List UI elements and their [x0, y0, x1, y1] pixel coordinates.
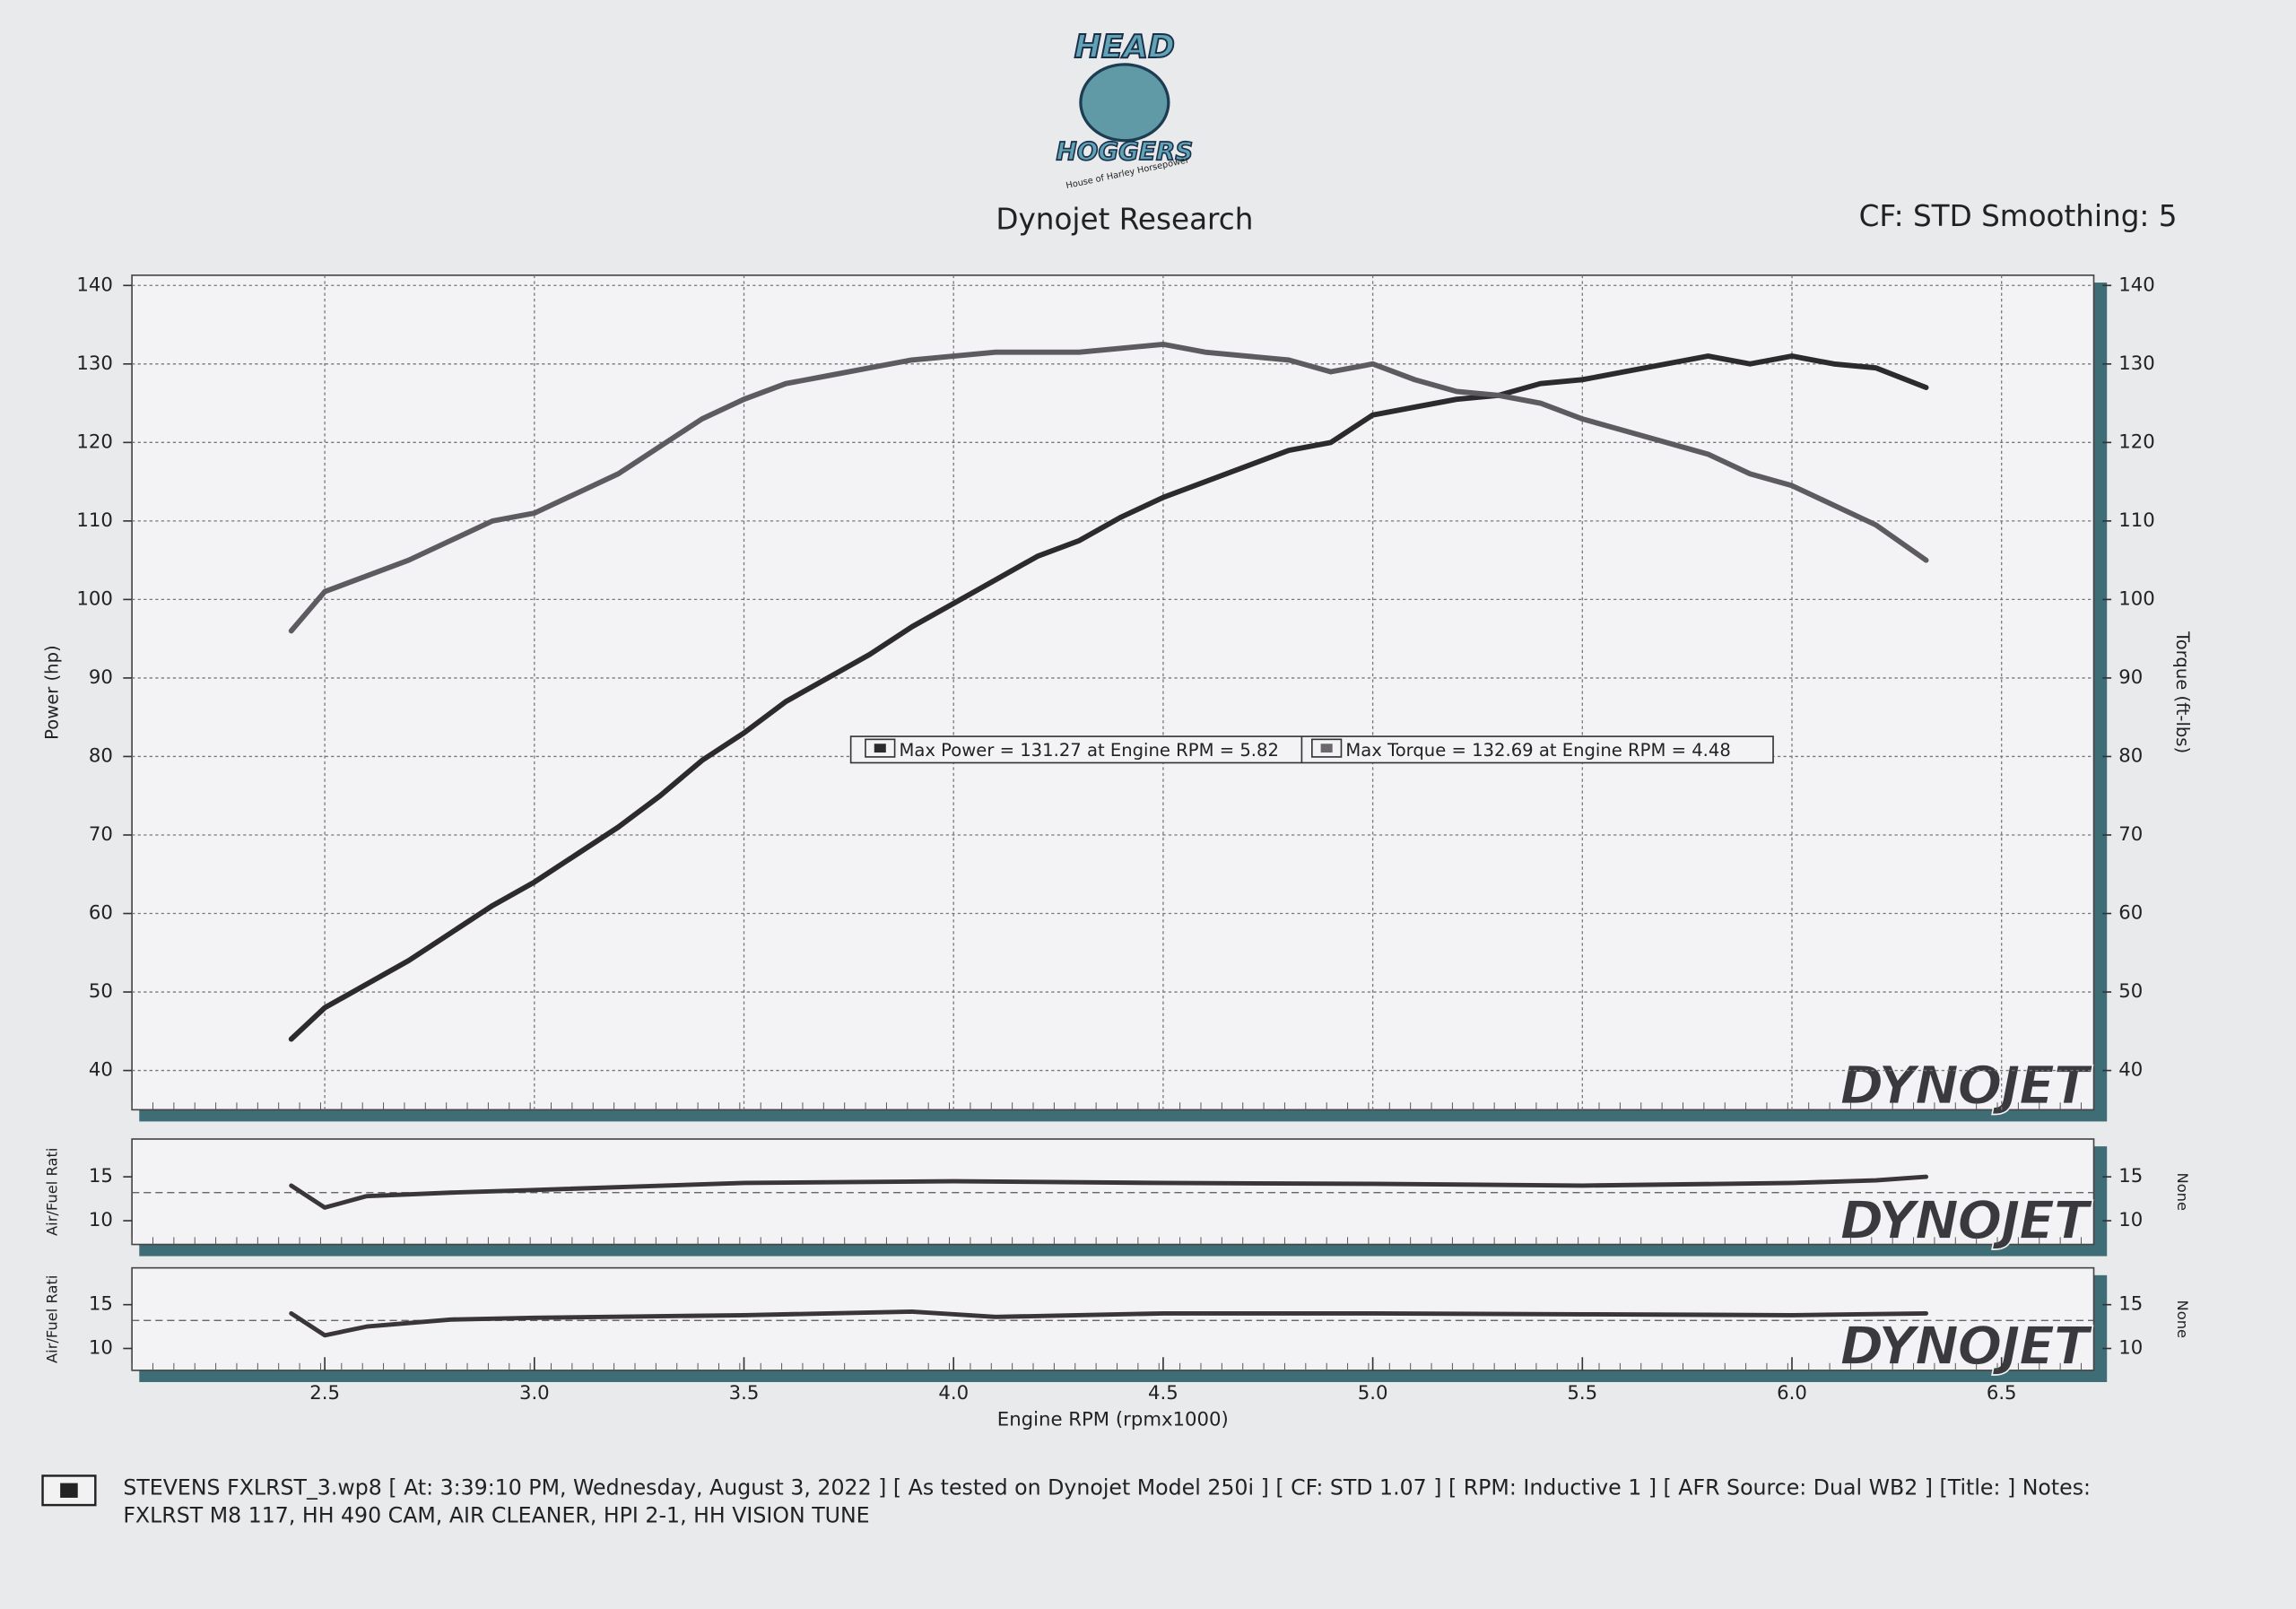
y-axis-label: Air/Fuel Rati: [43, 1275, 60, 1363]
y-tick-label: 40: [89, 1059, 113, 1082]
watermark: DYNOJET: [1839, 1055, 2092, 1117]
logo-emblem: [1079, 63, 1170, 143]
y-tick-label: 70: [89, 823, 113, 846]
y-tick-label: 120: [76, 431, 113, 453]
y2-tick-label: 15: [2118, 1293, 2143, 1316]
x-tick-label: 6.0: [1777, 1382, 1807, 1405]
y-axis-label: Power (hp): [41, 645, 62, 740]
y2-tick-label: 120: [2118, 431, 2155, 453]
y2-tick-label: 10: [2118, 1209, 2143, 1231]
y2-tick-label: 10: [2118, 1337, 2143, 1360]
y-tick-label: 50: [89, 980, 113, 1003]
x-tick-label: 3.0: [519, 1382, 550, 1405]
annotation-text: Max Power = 131.27 at Engine RPM = 5.82: [899, 740, 1278, 761]
watermark: DYNOJET: [1839, 1315, 2092, 1377]
data-line: [289, 1174, 1929, 1210]
x-tick-label: 5.5: [1567, 1382, 1597, 1405]
data-line: [289, 1309, 1929, 1338]
y-tick-label: 100: [76, 587, 113, 610]
y2-tick-label: 140: [2118, 274, 2155, 296]
x-axis-label: Engine RPM (rpmx1000): [997, 1408, 1229, 1431]
y-tick-label: 15: [89, 1165, 113, 1187]
plots: DYNOJET 40 50 60 70 80 90 100 110 120 130 140 40 50 60…: [41, 274, 2192, 1431]
y-tick-label: 80: [89, 744, 113, 767]
plot-area: [131, 1266, 2095, 1371]
x-tick-label: 4.5: [1148, 1382, 1178, 1405]
y-tick-label: 10: [89, 1337, 113, 1360]
y2-tick-label: 50: [2118, 980, 2143, 1003]
footer-icon: [60, 1483, 78, 1498]
settings-label: CF: STD Smoothing: 5: [1859, 199, 2178, 233]
y2-axis-label: None: [2174, 1172, 2191, 1211]
x-tick-label: 5.0: [1358, 1382, 1388, 1405]
logo-text: HOGGERS: [1057, 136, 1194, 166]
data-line: [288, 341, 1929, 634]
y-tick-label: 90: [89, 666, 113, 689]
x-tick-label: 6.5: [1987, 1382, 2017, 1405]
y2-tick-label: 130: [2118, 352, 2155, 375]
data-line: [288, 353, 1929, 1042]
y-axis-label: Air/Fuel Rati: [43, 1148, 60, 1236]
legend-icon: [874, 744, 886, 753]
y-tick-label: 10: [89, 1209, 113, 1231]
plot-area: [131, 274, 2095, 1111]
footer-text: STEVENS FXLRST_3.wp8 [ At: 3:39:10 PM, W…: [123, 1475, 2091, 1500]
y2-tick-label: 110: [2118, 509, 2155, 532]
chart-title: Dynojet Research: [996, 202, 1253, 236]
y2-tick-label: 60: [2118, 902, 2143, 925]
y2-tick-label: 90: [2118, 666, 2143, 689]
y2-tick-label: 40: [2118, 1059, 2143, 1082]
x-tick-label: 2.5: [309, 1382, 340, 1405]
y-tick-label: 110: [76, 509, 113, 532]
watermark: DYNOJET: [1839, 1189, 2092, 1251]
y-tick-label: 140: [76, 274, 113, 296]
annotation-text: Max Torque = 132.69 at Engine RPM = 4.48: [1345, 740, 1730, 761]
y-tick-label: 130: [76, 352, 113, 375]
logo-text: HEAD: [1074, 29, 1175, 65]
y2-axis-label: None: [2174, 1300, 2191, 1339]
x-tick-label: 3.5: [729, 1382, 760, 1405]
y2-tick-label: 80: [2118, 744, 2143, 767]
logo: HEAD HOGGERS House of Harley Horsepower: [1056, 28, 1194, 191]
y2-tick-label: 15: [2118, 1165, 2143, 1187]
y2-tick-label: 70: [2118, 823, 2143, 846]
x-tick-label: 4.0: [938, 1382, 969, 1405]
legend-icon: [1320, 744, 1333, 753]
y-tick-label: 15: [89, 1293, 113, 1316]
y2-axis-label: Torque (ft-lbs): [2172, 631, 2193, 753]
footer-icon: [41, 1474, 97, 1507]
y-tick-label: 60: [89, 902, 113, 925]
footer-text: FXLRST M8 117, HH 490 CAM, AIR CLEANER, …: [123, 1503, 869, 1528]
y2-tick-label: 100: [2118, 587, 2155, 610]
